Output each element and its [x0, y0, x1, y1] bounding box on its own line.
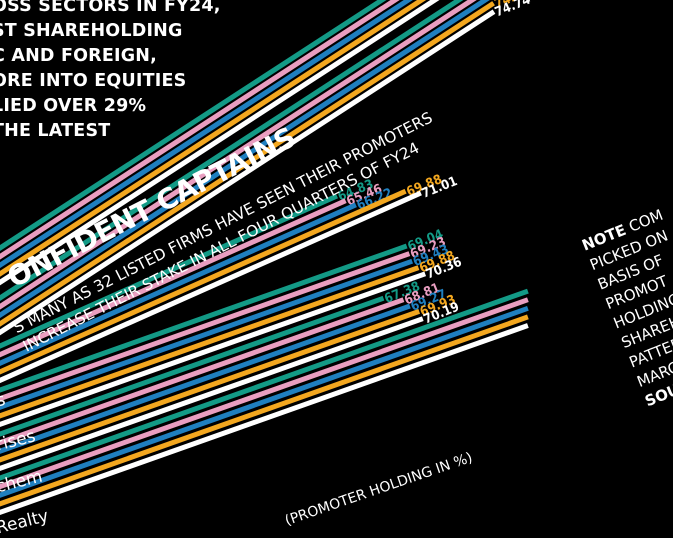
bar-g6-s5	[0, 323, 529, 516]
bar-g1-s5	[0, 0, 440, 286]
intro-text: OSS SECTORS IN FY24, ST SHAREHOLDING C A…	[0, 0, 221, 144]
bar-g4-s2	[0, 251, 411, 402]
bar-g5-s4	[0, 309, 421, 463]
bar-g1-s2	[0, 0, 400, 260]
bar-g6-s3	[0, 305, 529, 498]
bar-g2-s1	[0, 0, 464, 301]
bar-g3-s3	[0, 202, 357, 366]
bar-g6-s1	[0, 288, 529, 481]
bar-g1-s3	[0, 0, 413, 269]
bar-g3-s2	[0, 198, 347, 358]
value-label-g2-s5: 74.74	[493, 0, 533, 20]
intro-line-1: OSS SECTORS IN FY24,	[0, 0, 221, 16]
intro-line-6: THE LATEST	[0, 121, 111, 141]
intro-line-4: ORE INTO EQUITIES	[0, 71, 187, 91]
bar-g3-s1	[0, 193, 339, 349]
value-label-g2-s4: 74.71	[492, 0, 532, 12]
bar-g5-s3	[0, 303, 411, 454]
bar-g2-s3	[0, 0, 490, 319]
bar-g2-s4	[0, 1, 495, 327]
bar-g2-s5	[0, 9, 496, 336]
bar-g3-s4	[0, 188, 407, 375]
intro-line-5: LIED OVER 29%	[0, 96, 147, 116]
bar-g1-s1	[0, 0, 387, 251]
bar-g1-s4	[0, 0, 427, 277]
bar-g5-s1	[0, 295, 385, 437]
bar-g4-s3	[0, 258, 414, 410]
intro-line-2: ST SHAREHOLDING	[0, 21, 183, 41]
bar-g5-s2	[0, 297, 405, 446]
bar-g4-s1	[0, 243, 408, 393]
bar-g5-s5	[0, 316, 424, 472]
bar-g4-s5	[0, 271, 427, 428]
bar-g4-s4	[0, 265, 420, 419]
intro-line-3: C AND FOREIGN,	[0, 46, 157, 66]
bar-g6-s4	[0, 314, 529, 507]
bar-g2-s2	[0, 0, 477, 310]
bar-g3-s5	[0, 190, 422, 384]
bar-g6-s2	[0, 297, 529, 490]
